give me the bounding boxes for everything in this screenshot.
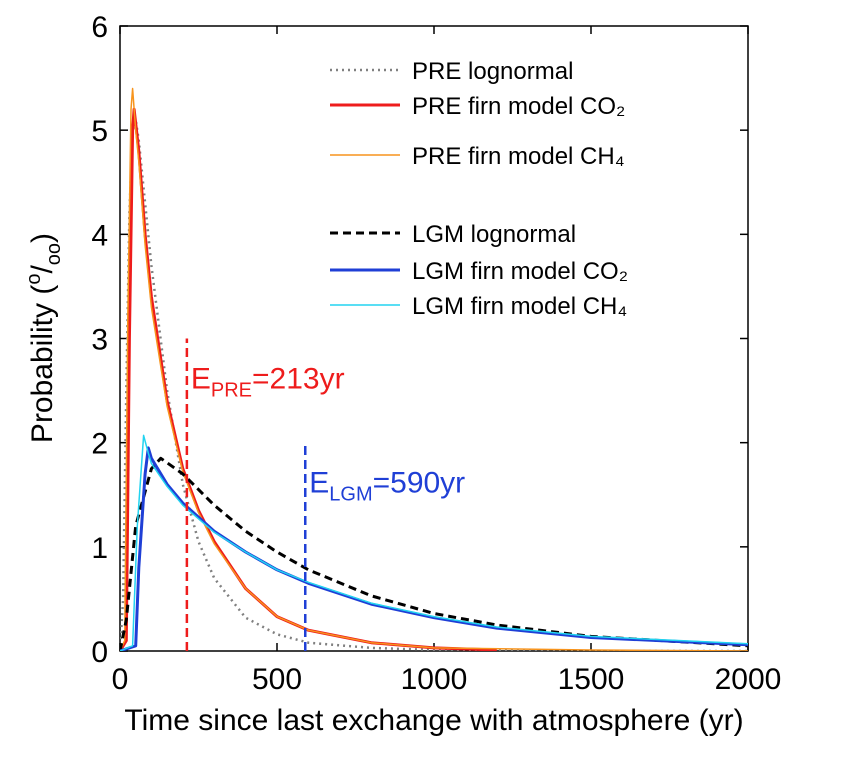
series-line bbox=[120, 446, 748, 651]
annotation-sub: LGM bbox=[329, 484, 372, 506]
series-line bbox=[120, 434, 748, 651]
annotation-suffix: =213yr bbox=[252, 363, 345, 396]
x-tick-label: 2000 bbox=[715, 663, 782, 696]
series-line bbox=[120, 456, 748, 651]
series-line bbox=[120, 87, 748, 651]
annotation-suffix: =590yr bbox=[373, 467, 466, 500]
y-tick-label: 0 bbox=[91, 636, 108, 669]
legend-label: PRE lognormal bbox=[412, 58, 573, 85]
y-label-text: Probability ( bbox=[26, 285, 59, 443]
annotation-main: E bbox=[309, 467, 329, 500]
y-label-sub: oo bbox=[43, 243, 65, 265]
y-tick-label: 2 bbox=[91, 428, 108, 461]
x-axis-label: Time since last exchange with atmosphere… bbox=[124, 704, 743, 737]
y-tick-label: 4 bbox=[91, 219, 108, 252]
legend-label: LGM lognormal bbox=[412, 221, 576, 248]
y-tick-label: 6 bbox=[91, 11, 108, 44]
y-label-end: ) bbox=[26, 233, 59, 243]
y-label-sup: o bbox=[23, 274, 45, 285]
y-tick-label: 1 bbox=[91, 532, 108, 565]
annotation-main: E bbox=[191, 363, 211, 396]
y-tick-label: 3 bbox=[91, 324, 108, 357]
legend-label: PRE firn model CH₄ bbox=[412, 143, 625, 170]
annotation-label: ELGM=590yr bbox=[309, 467, 465, 506]
y-label-mid: / bbox=[26, 265, 59, 274]
legend-label: LGM firn model CH₄ bbox=[412, 293, 627, 320]
x-tick-label: 1500 bbox=[558, 663, 625, 696]
legend-label: LGM firn model CO₂ bbox=[412, 258, 628, 285]
y-tick-label: 5 bbox=[91, 115, 108, 148]
x-tick-label: 0 bbox=[112, 663, 129, 696]
x-tick-label: 500 bbox=[252, 663, 302, 696]
legend-label: PRE firn model CO₂ bbox=[412, 93, 625, 120]
x-tick-label: 1000 bbox=[401, 663, 468, 696]
y-axis-label: Probability (o/oo) bbox=[23, 233, 65, 443]
annotation-label: EPRE=213yr bbox=[191, 363, 345, 402]
annotation-sub: PRE bbox=[211, 380, 252, 402]
